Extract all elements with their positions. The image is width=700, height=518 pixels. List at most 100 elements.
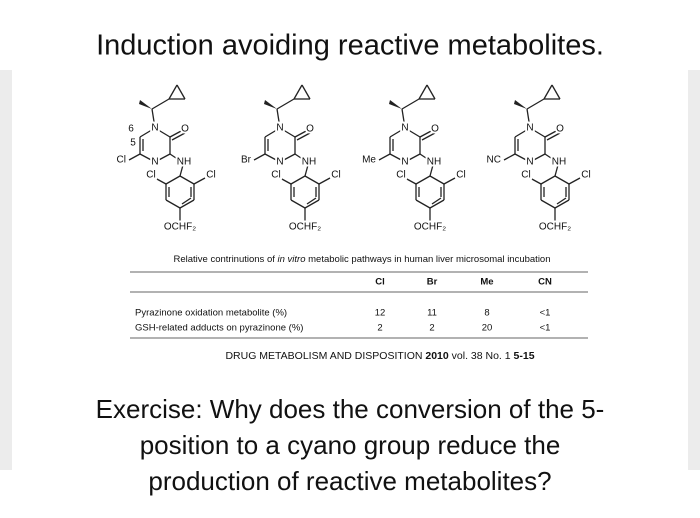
bond <box>429 175 445 185</box>
atom-label: Cl <box>456 170 465 181</box>
bond <box>514 127 531 138</box>
bond <box>526 98 545 110</box>
atom-label: N <box>276 157 283 168</box>
bond <box>304 199 320 209</box>
atom-label: Cl <box>396 170 405 181</box>
atom-label: O <box>556 124 564 135</box>
bond <box>279 177 292 185</box>
bond <box>290 199 306 209</box>
table-cell: 8 <box>484 308 489 319</box>
atom-label: Cl <box>521 170 530 181</box>
bond <box>404 127 421 138</box>
wedge-bond <box>264 100 277 109</box>
bond <box>279 127 296 138</box>
bond <box>554 175 570 185</box>
bond <box>378 153 391 161</box>
structure: Br N N O NH Cl Cl OCHF₂ <box>239 84 343 235</box>
atom-label: N <box>151 123 158 134</box>
bond <box>128 153 141 161</box>
bond <box>294 129 309 138</box>
atom-label: Cl <box>117 155 126 166</box>
bond <box>404 153 421 163</box>
citation-year: 2010 <box>425 350 449 362</box>
bond <box>556 197 567 205</box>
atom-label: N <box>526 123 533 134</box>
bond <box>543 84 553 100</box>
bond <box>181 197 192 205</box>
bond <box>264 153 281 163</box>
table: Cl Br Me CN Pyrazinone oxidation metabolite … <box>135 277 552 334</box>
bond <box>540 175 556 185</box>
bond <box>415 199 431 209</box>
bond <box>165 199 181 209</box>
citation-text: vol. 38 No. 1 <box>449 350 514 362</box>
bond <box>179 175 195 185</box>
atom-label: NC <box>487 155 501 166</box>
bond <box>276 98 295 110</box>
bond <box>304 164 309 177</box>
citation-text: DRUG METABOLISM AND DISPOSITION <box>225 350 425 362</box>
bond <box>151 98 170 110</box>
atom-label: O <box>431 124 439 135</box>
atom-label: N <box>276 123 283 134</box>
caption-italic: in vitro <box>278 254 306 265</box>
bond <box>294 153 305 161</box>
atom-label: 6 <box>128 124 134 135</box>
table-caption: Relative contrinutions of in vitro metab… <box>173 254 550 265</box>
atom-label: N <box>401 123 408 134</box>
bond <box>290 175 306 185</box>
bond <box>426 84 436 100</box>
title: Induction avoiding reactive metabolites. <box>96 30 604 62</box>
atom-label: N <box>526 157 533 168</box>
atom-label: NH <box>177 157 191 168</box>
exercise-line: position to a cyano group reduce the <box>140 430 561 460</box>
caption-text: metabolic pathways in human liver micros… <box>306 254 551 265</box>
row-label: GSH-related adducts on pyrazinone (%) <box>135 323 303 334</box>
bond <box>568 177 581 185</box>
bond <box>554 164 559 177</box>
atom-label: NH <box>302 157 316 168</box>
atom-label: OCHF₂ <box>539 222 571 233</box>
bond <box>176 84 186 100</box>
structure: NC N N O NH Cl Cl OCHF₂ <box>485 84 593 235</box>
bond <box>418 84 428 100</box>
bond <box>389 153 406 163</box>
wedge-bond <box>389 100 402 109</box>
bond <box>421 132 436 141</box>
bond <box>139 153 156 163</box>
bond <box>419 129 434 138</box>
bond <box>154 177 167 185</box>
atom-label: 5 <box>130 138 136 149</box>
bond <box>431 197 442 205</box>
atom-label: OCHF₂ <box>289 222 321 233</box>
column-header: Cl <box>375 277 385 288</box>
bond <box>179 164 184 177</box>
bond <box>296 132 311 141</box>
bond <box>171 132 186 141</box>
exercise: Exercise: Why does the conversion of the… <box>96 394 605 496</box>
bond <box>429 164 434 177</box>
bond <box>279 153 296 163</box>
wedge-bond <box>514 100 527 109</box>
caption-text: Relative contrinutions of <box>173 254 277 265</box>
bond <box>253 153 266 161</box>
bond <box>306 197 317 205</box>
atom-label: O <box>306 124 314 135</box>
column-header: Br <box>427 277 438 288</box>
column-header: CN <box>538 277 552 288</box>
atom-label: Cl <box>331 170 340 181</box>
table-cell: 12 <box>375 308 386 319</box>
bond <box>551 84 561 100</box>
atom-label: O <box>181 124 189 135</box>
atom-label: Cl <box>271 170 280 181</box>
atom-label: NH <box>427 157 441 168</box>
bond <box>529 177 542 185</box>
edge-left <box>0 70 12 470</box>
edge-right <box>688 70 700 470</box>
bond <box>546 132 561 141</box>
bond <box>514 153 531 163</box>
exercise-line: production of reactive metabolites? <box>148 466 551 496</box>
bond <box>404 177 417 185</box>
